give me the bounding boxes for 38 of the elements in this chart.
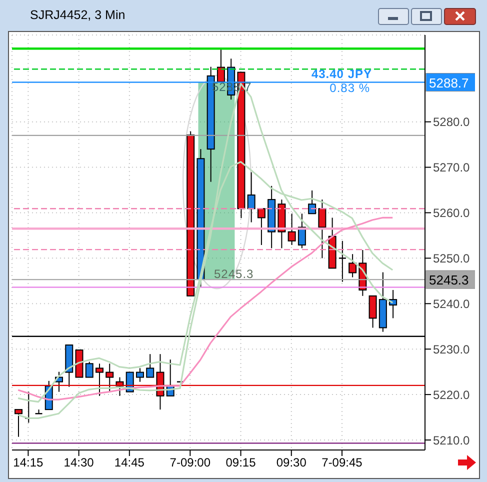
y-tick-label: 5210.0 <box>433 433 470 448</box>
annotation: 0.83 % <box>328 81 370 95</box>
y-tick-label: 5250.0 <box>433 251 470 266</box>
candlestick <box>136 368 144 382</box>
y-tick-label: 5280.0 <box>433 115 470 130</box>
x-tick-label: 09:30 <box>276 456 307 470</box>
x-tick-label: 7-09:00 <box>170 456 211 470</box>
y-tick-label: 5270.0 <box>433 160 470 175</box>
candlestick <box>338 240 347 282</box>
candlestick <box>216 48 225 82</box>
x-tick-label: 14:15 <box>13 456 44 470</box>
annotation: 5288.7 <box>212 80 253 94</box>
candlestick <box>14 409 23 438</box>
candlestick <box>146 354 154 378</box>
candlestick <box>318 199 326 259</box>
x-tick-label: 09:15 <box>226 456 256 470</box>
candlestick <box>308 190 316 214</box>
candlestick <box>106 363 114 392</box>
candlestick <box>368 295 377 328</box>
chart-title: SJRJ4452, 3 Min <box>30 8 126 22</box>
candlestick <box>257 208 266 246</box>
y-tick-label: 5260.0 <box>433 206 470 220</box>
candlestick <box>95 363 104 396</box>
annotation: 43.40 JPY <box>310 67 372 81</box>
candlestick <box>85 361 94 378</box>
candlestick <box>247 172 256 223</box>
y-tick-label: 5230.0 <box>433 342 470 356</box>
y-tick-label: 5220.0 <box>433 388 470 402</box>
y-tick-label: 5240.0 <box>433 296 470 311</box>
line-series <box>17 216 394 400</box>
ref-line-label: 5288.7 <box>429 75 469 90</box>
x-tick-label: 14:30 <box>64 456 94 470</box>
x-tick-label: 14:45 <box>114 456 145 470</box>
candlestick <box>288 213 296 246</box>
annotation: 5245.3 <box>214 267 255 281</box>
ref-line-label: 5245.3 <box>429 272 469 288</box>
x-tick-label: 7-09:45 <box>322 456 363 470</box>
candlestick <box>348 254 357 278</box>
